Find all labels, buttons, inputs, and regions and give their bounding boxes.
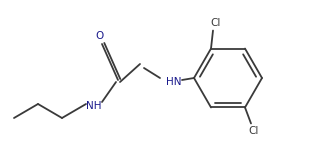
Text: HN: HN [166, 77, 182, 87]
Text: Cl: Cl [211, 18, 221, 28]
Text: NH: NH [86, 101, 102, 111]
Text: Cl: Cl [249, 126, 259, 136]
Text: O: O [96, 31, 104, 41]
